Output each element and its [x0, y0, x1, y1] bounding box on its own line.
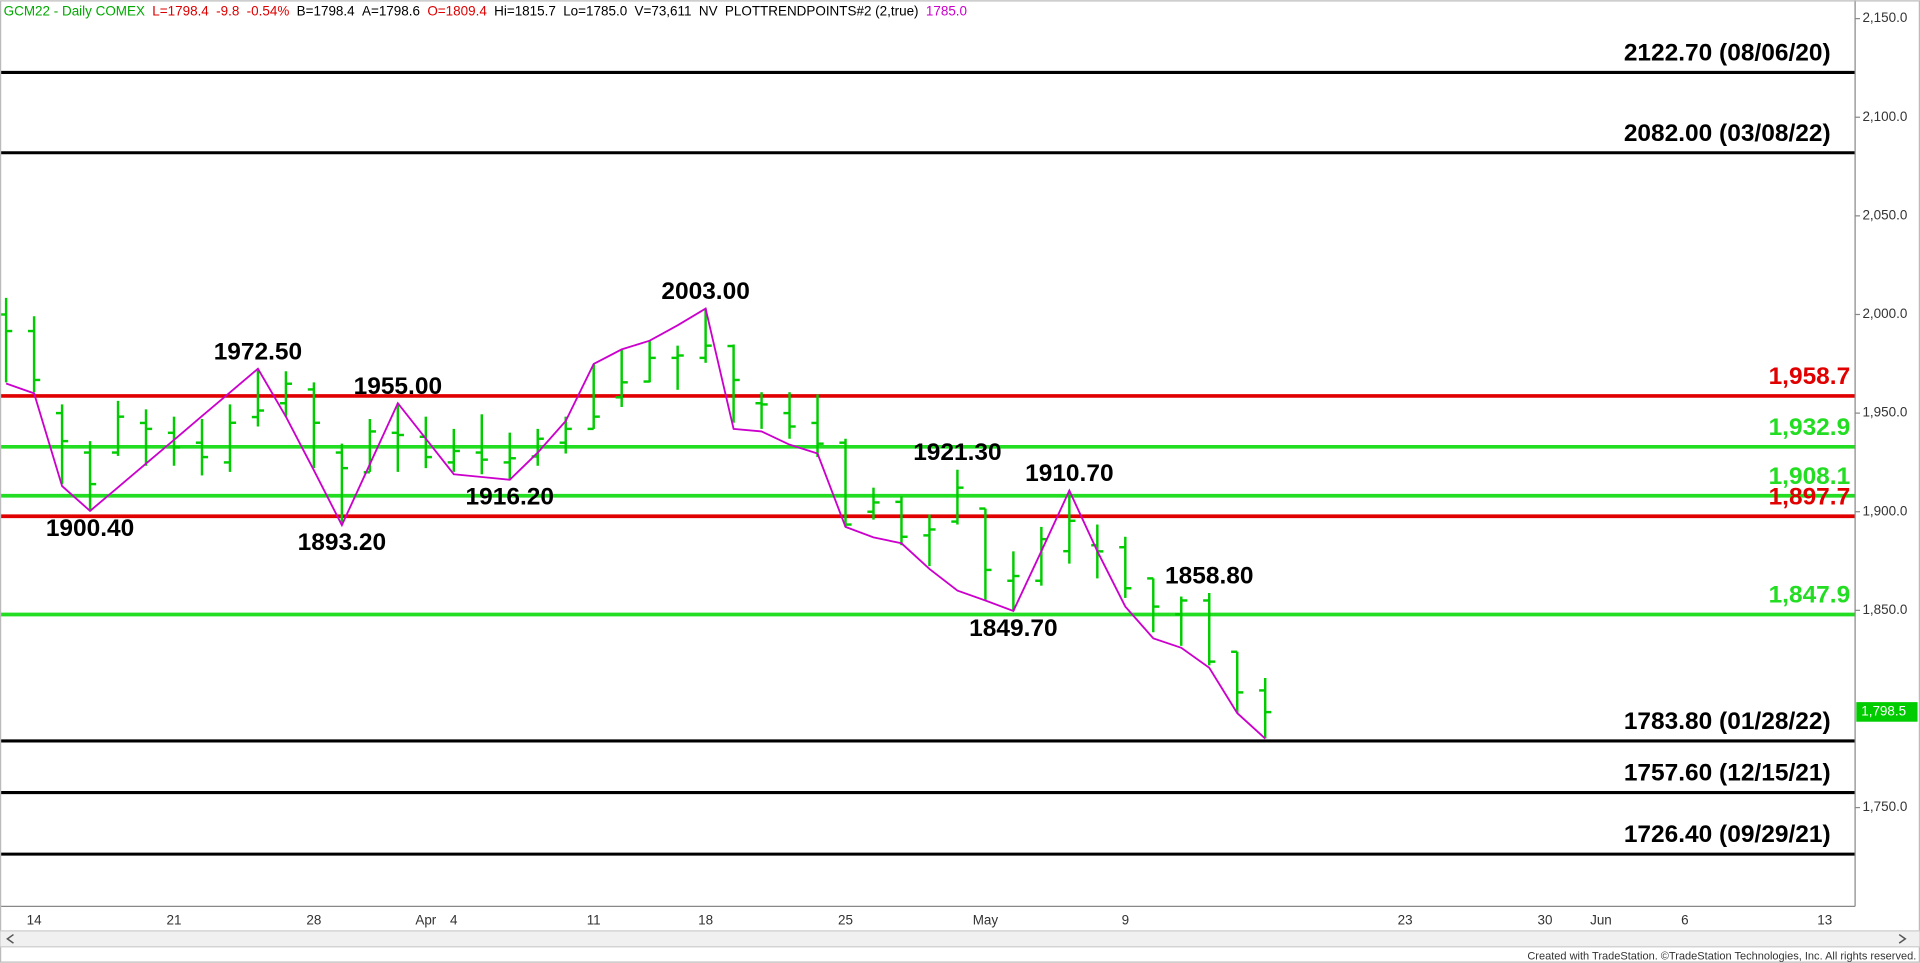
y-tick-label: 2,050.0 — [1862, 207, 1907, 222]
y-tick-label: 1,950.0 — [1862, 405, 1907, 420]
pivot-label: 1858.80 — [1165, 563, 1253, 590]
level-label: 1,932.9 — [1769, 414, 1851, 441]
header-item: V=73,611 — [635, 3, 692, 18]
x-tick-label: 28 — [306, 913, 321, 928]
level-label: 1,958.7 — [1769, 363, 1851, 390]
x-tick-label: May — [973, 913, 999, 928]
level-label: 1,847.9 — [1769, 582, 1851, 609]
plot-area: 2122.70 (08/06/20) 2082.00 (03/08/22) 1,95… — [0, 40, 1856, 856]
y-tick-label: 1,750.0 — [1862, 799, 1907, 814]
header-item: Lo=1785.0 — [563, 3, 627, 18]
level-label: 1,908.1 — [1769, 463, 1851, 490]
header: GCM22 - Daily COMEX L=1798.4 -9.8 -0.54% B=1… — [4, 3, 967, 18]
x-tick-label: 4 — [450, 913, 458, 928]
x-tick-label: 25 — [838, 913, 853, 928]
pivot-label: 1972.50 — [214, 338, 302, 365]
y-tick-label: 1,850.0 — [1862, 602, 1907, 617]
y-tick-label: 2,000.0 — [1862, 306, 1907, 321]
pivot-label: 1893.20 — [298, 529, 386, 556]
header-item: O=1809.4 — [427, 3, 487, 18]
pivot-label: 1921.30 — [913, 439, 1001, 466]
header-item: -0.54% — [247, 3, 290, 18]
pivot-label: 1849.70 — [969, 615, 1057, 642]
level-label: 2122.70 (08/06/20) — [1624, 40, 1831, 67]
x-tick-label: Apr — [415, 913, 436, 928]
scroll-left[interactable] — [6, 933, 14, 944]
header-item: GCM22 - Daily COMEX — [4, 3, 145, 18]
pivot-label: 2003.00 — [661, 278, 749, 305]
header-item: A=1798.6 — [362, 3, 420, 18]
y-tick-label: 2,100.0 — [1862, 109, 1907, 124]
last-price-label: 1,798.5 — [1861, 703, 1906, 718]
level-label: 1757.60 (12/15/21) — [1624, 760, 1831, 787]
x-tick-label: 30 — [1538, 913, 1553, 928]
level-label: 1783.80 (01/28/22) — [1624, 708, 1831, 735]
level-label: 2082.00 (03/08/22) — [1624, 120, 1831, 147]
x-tick-label: 11 — [587, 913, 601, 928]
pivot-label: 1900.40 — [46, 515, 134, 542]
x-tick-label: 18 — [698, 913, 713, 928]
header-item: B=1798.4 — [297, 3, 355, 18]
x-tick-label: Jun — [1590, 913, 1612, 928]
level-label: 1,897.7 — [1769, 483, 1851, 510]
x-tick-label: 14 — [27, 913, 42, 928]
header-item: -9.8 — [216, 3, 239, 18]
x-tick-label: 23 — [1398, 913, 1413, 928]
y-tick-label: 1,900.0 — [1862, 503, 1907, 518]
scrollbar[interactable] — [0, 930, 1920, 948]
scroll-right[interactable] — [1898, 933, 1907, 944]
level-label: 1726.40 (09/29/21) — [1624, 821, 1831, 848]
header-item: 1785.0 — [926, 3, 967, 18]
trend-line — [5, 307, 1266, 740]
x-tick-label: 13 — [1817, 913, 1832, 928]
x-tick-label: 9 — [1122, 913, 1129, 928]
pivot-label: 1910.70 — [1025, 460, 1113, 487]
header-item: Hi=1815.7 — [494, 3, 556, 18]
pivot-label: 1916.20 — [466, 484, 554, 511]
pivot-label: 1955.00 — [354, 373, 442, 400]
x-tick-label: 6 — [1681, 913, 1688, 928]
footer: Created with TradeStation. ©TradeStation… — [1527, 951, 1916, 963]
x-tick-label: 21 — [167, 913, 182, 928]
y-tick-label: 2,150.0 — [1862, 10, 1907, 25]
header-item: L=1798.4 — [152, 3, 209, 18]
header-item: PLOTTRENDPOINTS#2 (2,true) — [725, 3, 919, 18]
last-price-marker — [1856, 702, 1918, 722]
header-item: NV — [699, 3, 718, 18]
